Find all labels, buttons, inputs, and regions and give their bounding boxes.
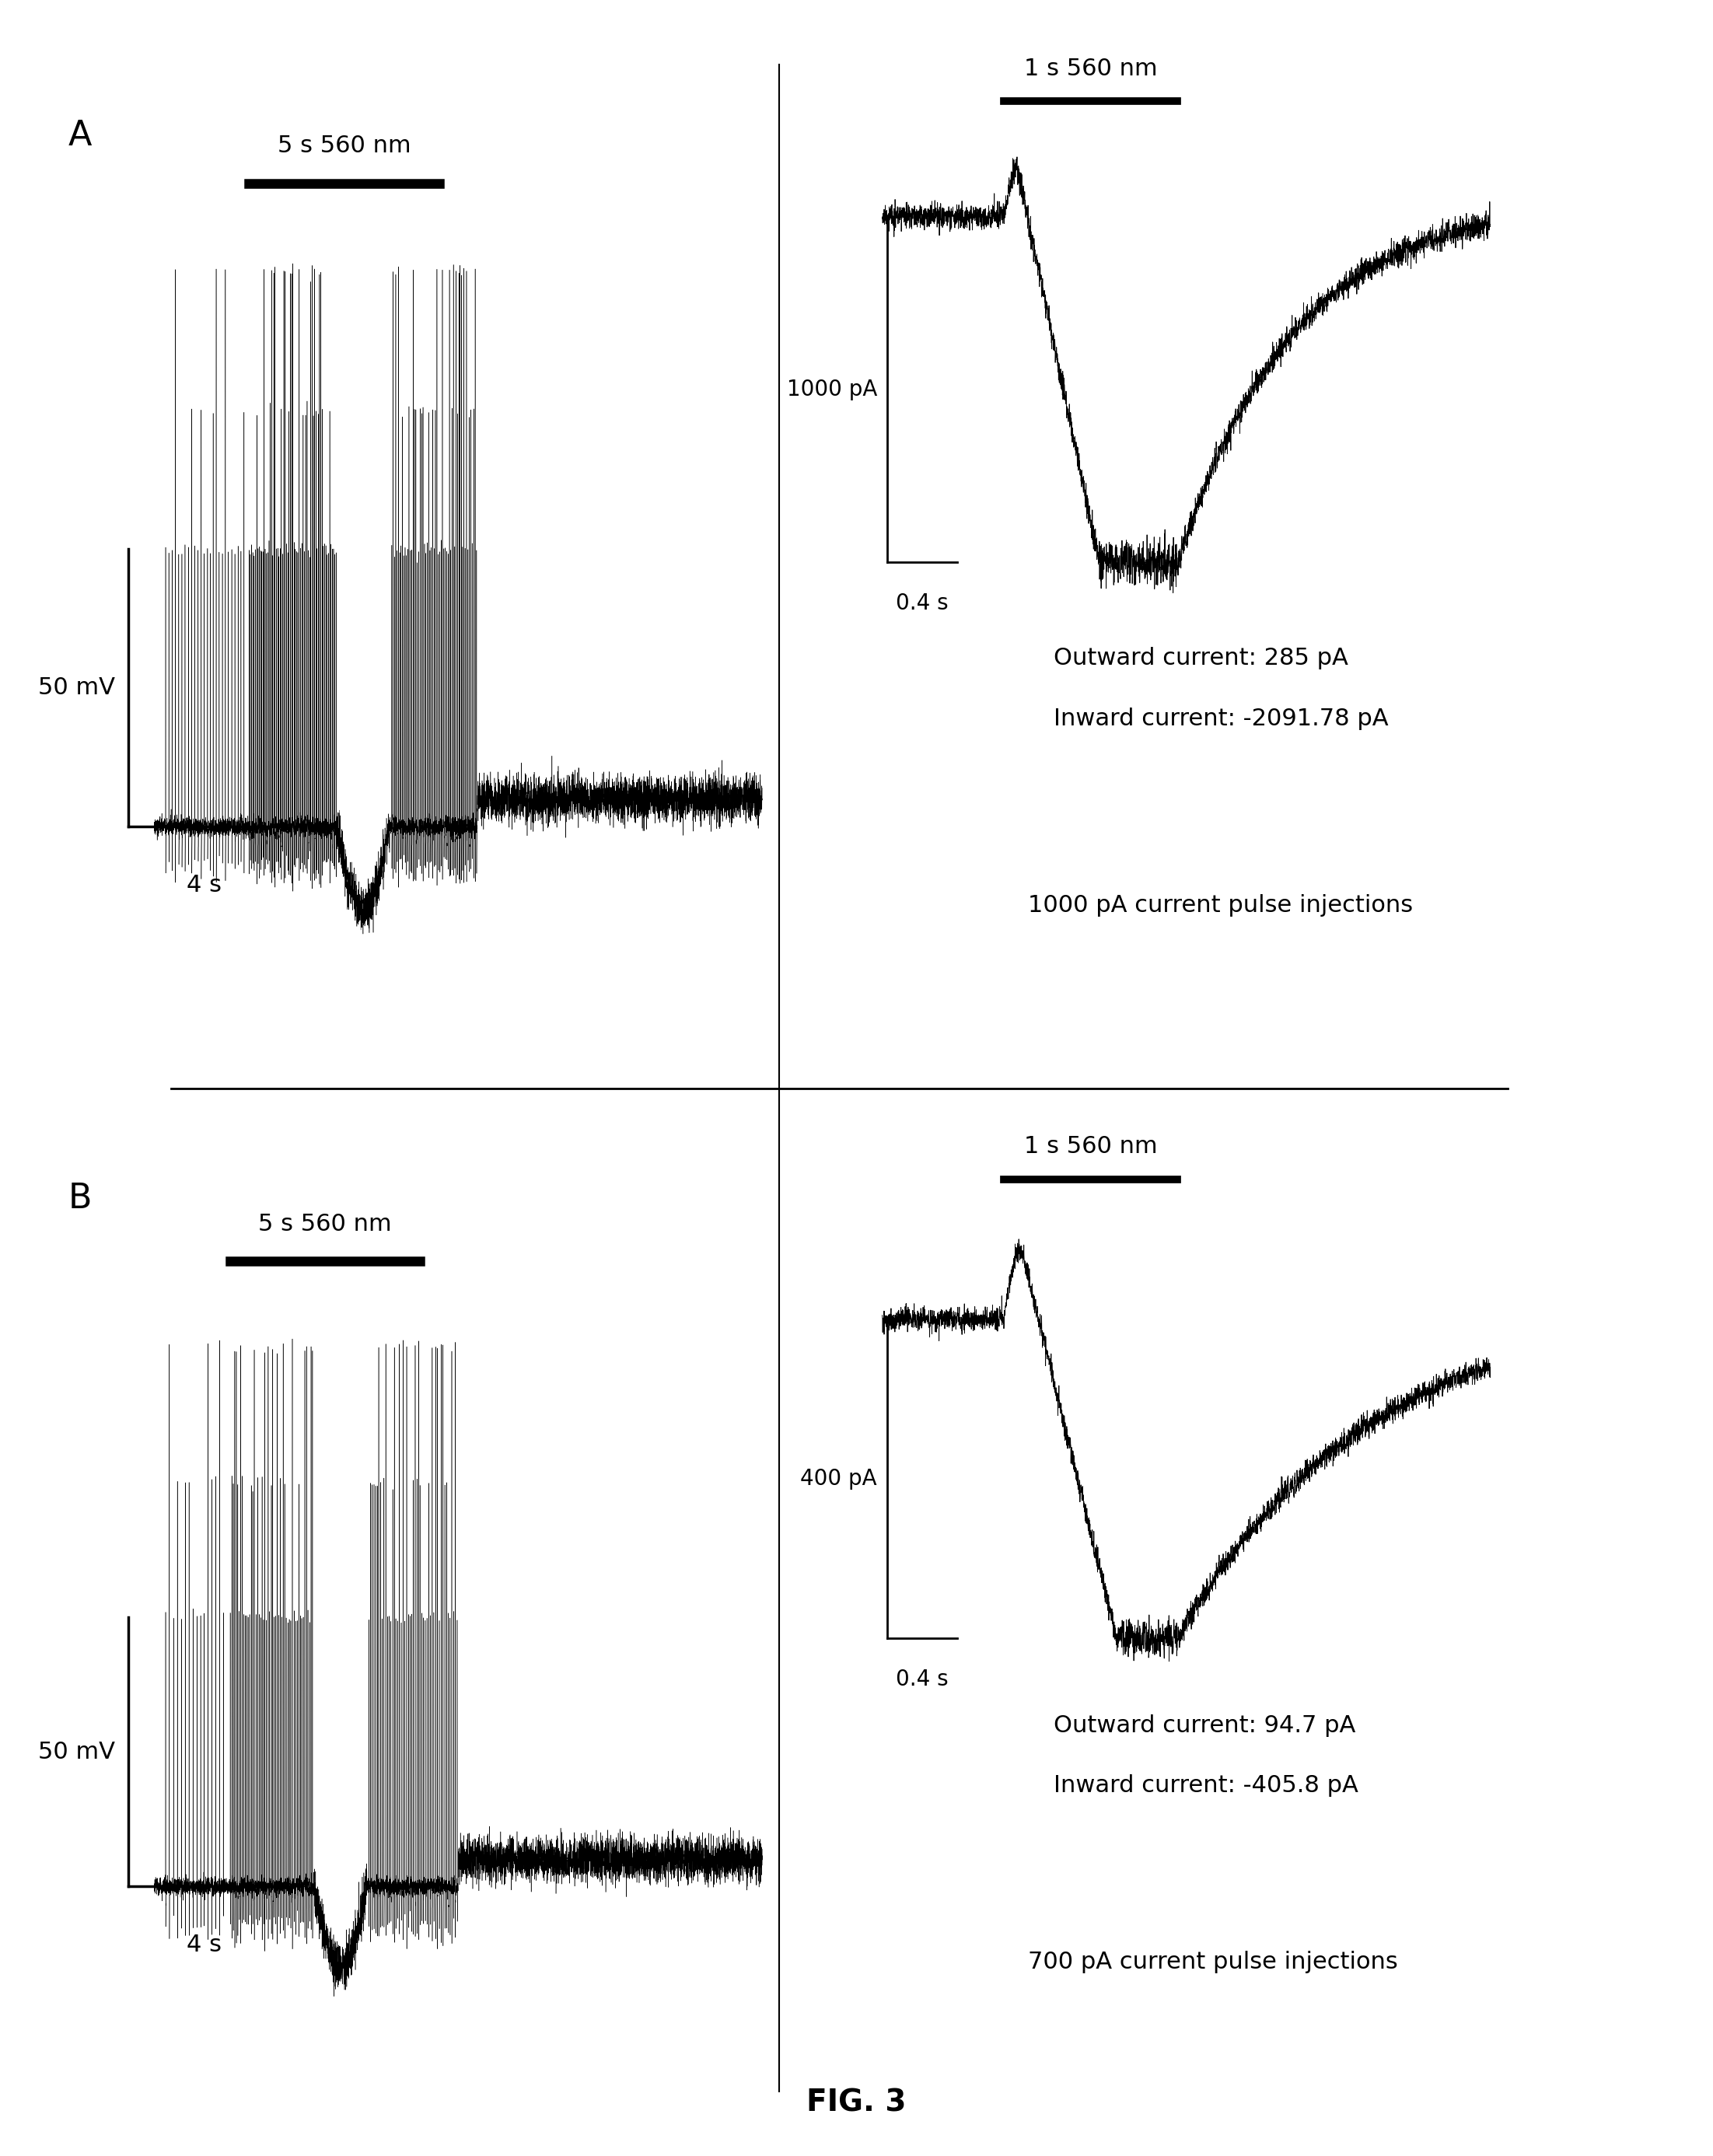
Text: 50 mV: 50 mV: [38, 1740, 115, 1764]
Text: Outward current: 94.7 pA: Outward current: 94.7 pA: [1053, 1714, 1355, 1736]
Text: 1 s 560 nm: 1 s 560 nm: [1024, 1136, 1158, 1158]
Text: 5 s 560 nm: 5 s 560 nm: [278, 136, 411, 157]
Text: 1000 pA current pulse injections: 1000 pA current pulse injections: [1028, 895, 1413, 916]
Text: 5 s 560 nm: 5 s 560 nm: [259, 1214, 392, 1235]
Text: Inward current: -2091.78 pA: Inward current: -2091.78 pA: [1053, 707, 1388, 729]
Text: 1000 pA: 1000 pA: [786, 377, 877, 401]
Text: 4 s: 4 s: [187, 1934, 223, 1955]
Text: 700 pA current pulse injections: 700 pA current pulse injections: [1028, 1951, 1398, 1973]
Text: Outward current: 285 pA: Outward current: 285 pA: [1053, 647, 1348, 668]
Text: 400 pA: 400 pA: [800, 1468, 877, 1490]
Text: B: B: [69, 1181, 93, 1216]
Text: 1 s 560 nm: 1 s 560 nm: [1024, 58, 1158, 80]
Text: FIG. 3: FIG. 3: [807, 2087, 906, 2117]
Text: 4 s: 4 s: [187, 873, 223, 897]
Text: 0.4 s: 0.4 s: [896, 1669, 949, 1690]
Text: A: A: [69, 119, 93, 153]
Text: 50 mV: 50 mV: [38, 677, 115, 699]
Text: 0.4 s: 0.4 s: [896, 593, 949, 614]
Text: Inward current: -405.8 pA: Inward current: -405.8 pA: [1053, 1774, 1358, 1796]
